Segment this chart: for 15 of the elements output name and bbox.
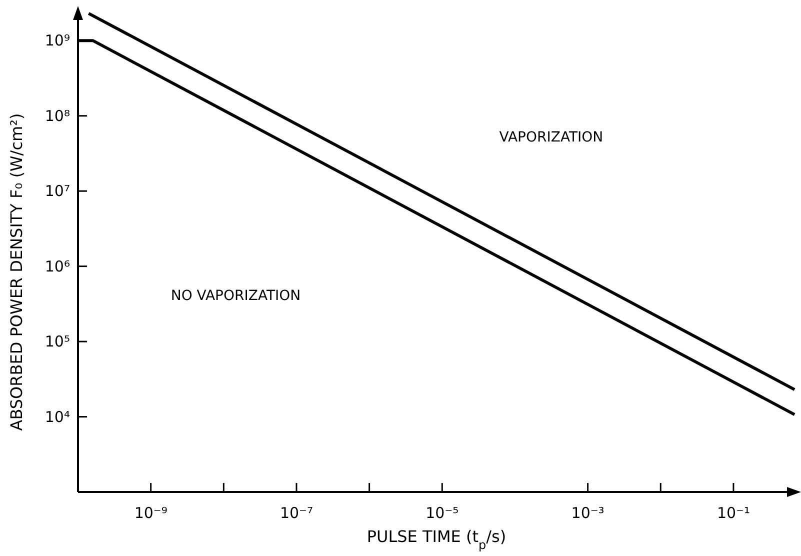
y-tick-label: 10⁷ — [44, 182, 70, 200]
x-tick-label: 10⁻⁵ — [426, 504, 459, 522]
y-axis-title: ABSORBED POWER DENSITY F₀ (W/cm²) — [7, 113, 26, 431]
x-tick-label: 10⁻⁹ — [134, 504, 168, 522]
y-tick-label: 10⁴ — [44, 408, 70, 426]
y-tick-label: 10⁸ — [44, 106, 70, 125]
y-tick-label: 10⁵ — [44, 332, 70, 351]
y-tick-label: 10⁹ — [44, 32, 70, 50]
annotation: VAPORIZATION — [499, 130, 604, 146]
annotation: NO VAPORIZATION — [170, 288, 301, 304]
x-tick-label: 10⁻³ — [571, 504, 604, 522]
x-axis-title: PULSE TIME (t$_{p}$/s) — [366, 527, 506, 552]
y-tick-label: 10⁶ — [44, 257, 70, 276]
x-tick-label: 10⁻⁷ — [280, 504, 313, 522]
x-tick-label: 10⁻¹ — [716, 504, 750, 522]
